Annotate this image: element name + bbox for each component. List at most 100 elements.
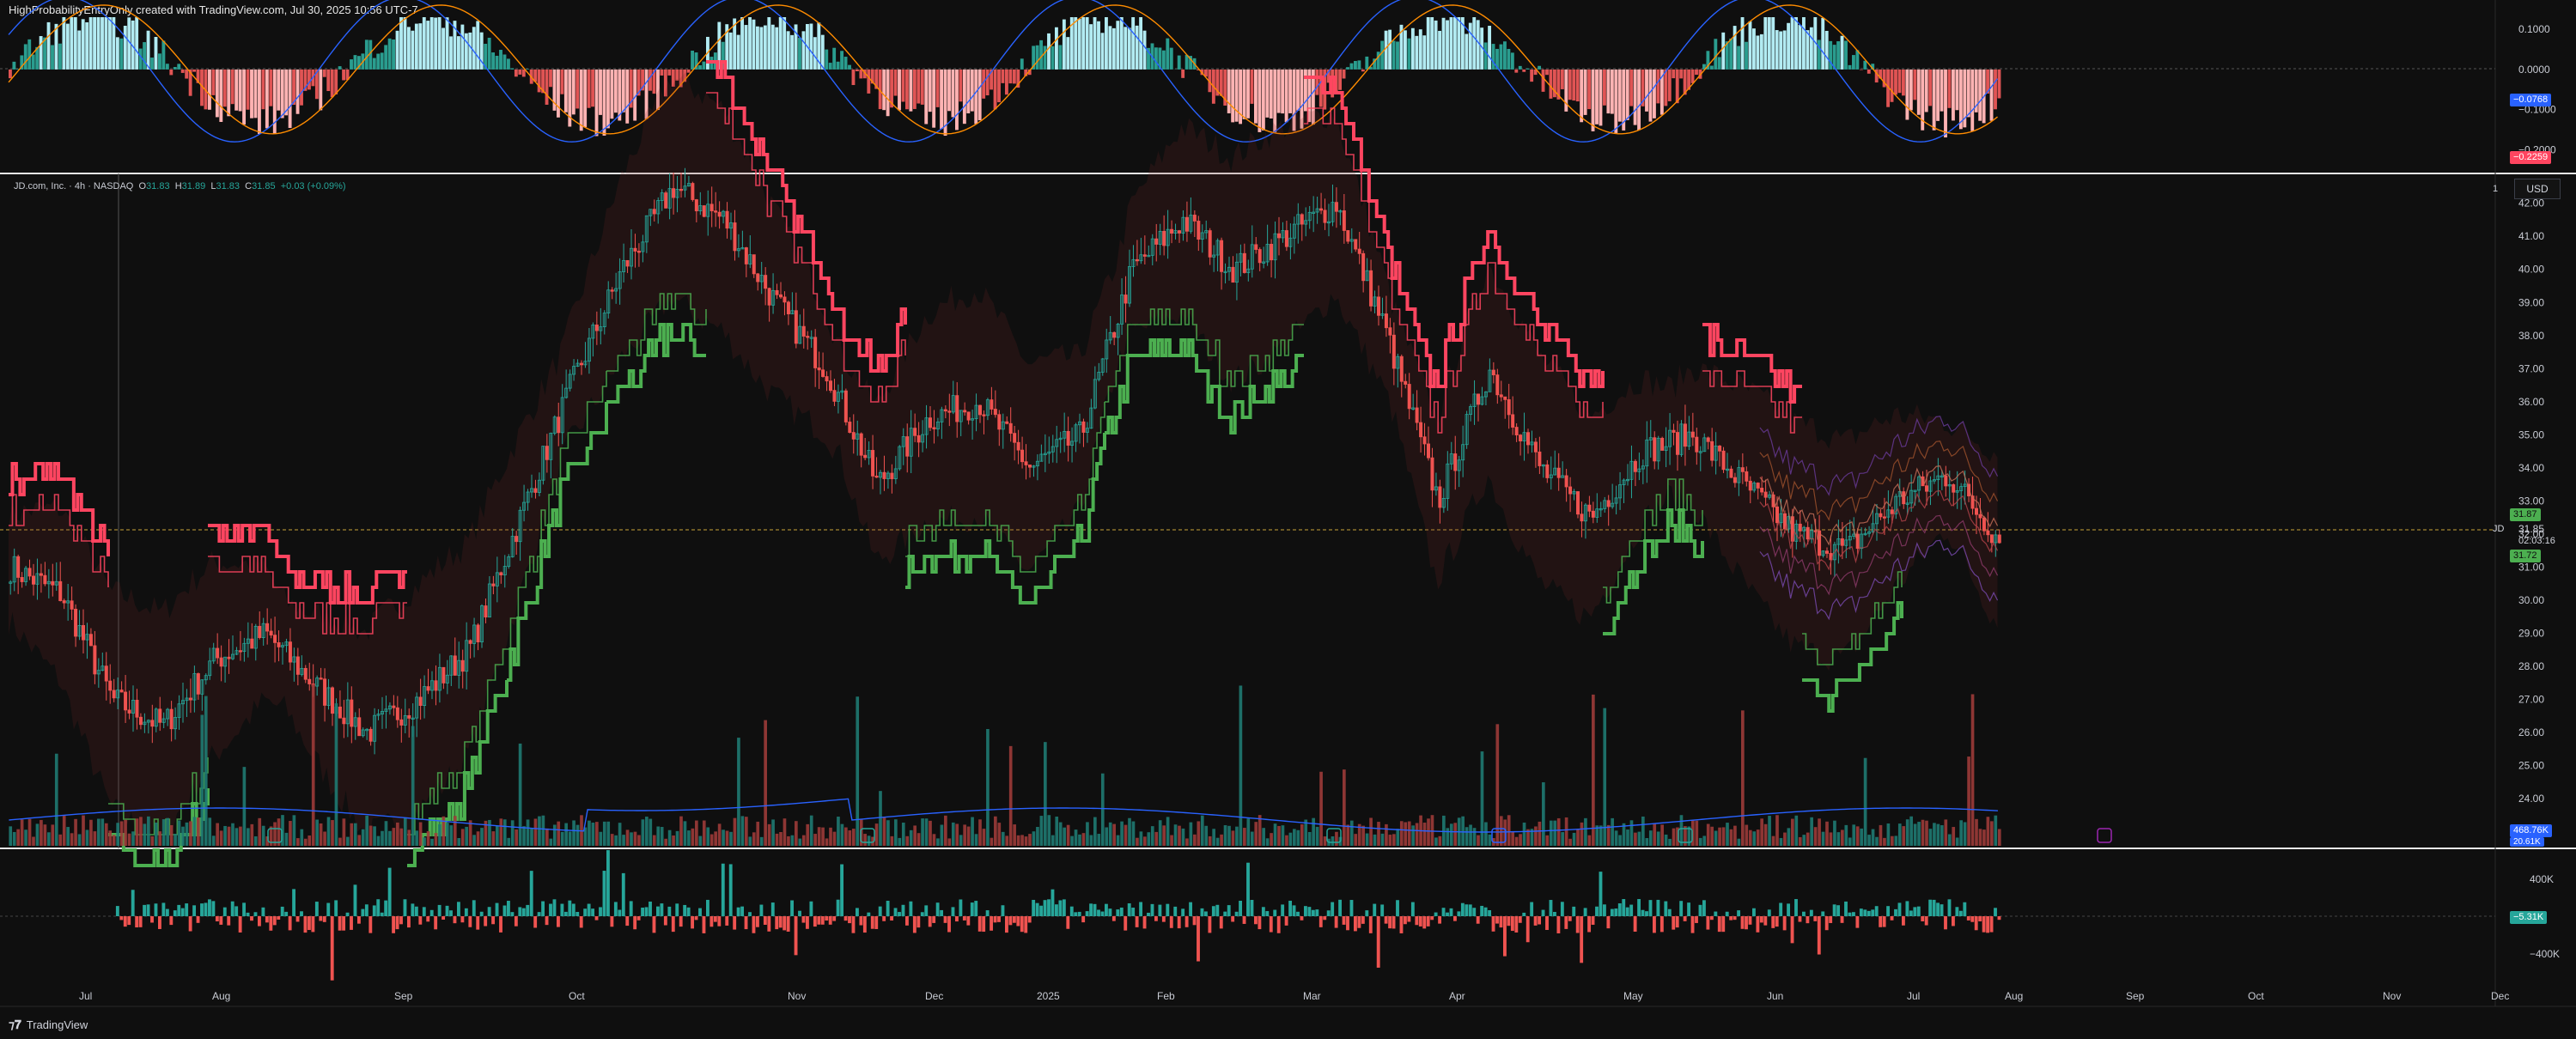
candle bbox=[1434, 486, 1438, 491]
volume-bar bbox=[1296, 829, 1300, 846]
candle bbox=[817, 368, 821, 371]
candle bbox=[1989, 534, 1994, 544]
candle bbox=[1763, 491, 1768, 498]
delta-bar bbox=[633, 916, 637, 930]
candle bbox=[1035, 460, 1039, 467]
volume-bar bbox=[480, 828, 484, 846]
volume-bar bbox=[446, 823, 449, 846]
oscillator-bar bbox=[1284, 69, 1288, 123]
delta-bar bbox=[610, 916, 614, 927]
currency-button[interactable]: USD bbox=[2514, 179, 2561, 199]
candle bbox=[1940, 475, 1944, 477]
oscillator-bar bbox=[1759, 33, 1763, 70]
volume-bar bbox=[825, 838, 829, 846]
oscillator-bar bbox=[350, 59, 353, 70]
volume-bar bbox=[97, 818, 100, 846]
delta-bar bbox=[429, 909, 434, 916]
trailing-stop-red bbox=[1404, 230, 1503, 388]
volume-bar bbox=[645, 817, 649, 846]
delta-bar bbox=[487, 907, 491, 916]
delta-bar bbox=[1476, 916, 1480, 924]
candle bbox=[1860, 533, 1864, 550]
delta-bar bbox=[663, 916, 667, 926]
delta-bar bbox=[211, 901, 216, 916]
candle bbox=[1270, 244, 1274, 261]
oscillator-bar bbox=[1296, 69, 1300, 111]
candle bbox=[1982, 517, 1986, 532]
delta-bar bbox=[1813, 916, 1818, 921]
oscillator-bar bbox=[1499, 44, 1503, 70]
candle bbox=[200, 679, 204, 695]
oscillator-bar bbox=[227, 69, 231, 117]
delta-bar bbox=[1656, 899, 1660, 916]
oscillator-bar bbox=[1093, 17, 1097, 70]
volume-bar bbox=[253, 835, 258, 846]
candle bbox=[1304, 220, 1308, 225]
volume-bar bbox=[1595, 825, 1599, 846]
volume-bar bbox=[1227, 825, 1231, 846]
volume-bar bbox=[698, 835, 703, 846]
oscillator-bar bbox=[338, 66, 342, 70]
inner-band-red bbox=[1404, 262, 1503, 434]
candle bbox=[1507, 398, 1511, 416]
delta-bar bbox=[154, 903, 158, 916]
volume-bar bbox=[1897, 823, 1902, 846]
oscillator-bar bbox=[1809, 27, 1813, 70]
volume-bar bbox=[197, 817, 200, 846]
candle bbox=[1668, 429, 1672, 447]
price-tick-label: 34.00 bbox=[2518, 462, 2544, 474]
volume-bar bbox=[538, 816, 541, 846]
oscillator-bar bbox=[928, 69, 932, 112]
delta-bar bbox=[204, 902, 208, 916]
oscillator-bar bbox=[560, 69, 564, 94]
oscillator-bar bbox=[387, 38, 392, 70]
delta-bar bbox=[667, 906, 672, 916]
delta-bar bbox=[403, 899, 407, 916]
candle bbox=[1690, 431, 1695, 438]
candle bbox=[1530, 441, 1534, 446]
delta-bar bbox=[1066, 916, 1070, 929]
oscillator-bar bbox=[1986, 69, 1990, 94]
volume-bar bbox=[1967, 756, 1970, 846]
time-tick-label: Aug bbox=[212, 990, 230, 1002]
candle bbox=[1606, 500, 1611, 507]
oscillator-bar bbox=[143, 42, 147, 70]
oscillator-bar bbox=[686, 69, 691, 73]
oscillator-bar bbox=[1480, 27, 1484, 70]
volume-bar bbox=[1239, 685, 1243, 846]
oscillator-bar bbox=[1518, 65, 1522, 70]
delta-bar bbox=[1016, 916, 1020, 927]
oscillator-bar bbox=[1488, 26, 1492, 70]
candle bbox=[138, 716, 143, 726]
volume-bar bbox=[1994, 815, 1998, 846]
volume-bar bbox=[844, 827, 848, 846]
volume-bar bbox=[856, 696, 860, 846]
delta-bar bbox=[1737, 910, 1741, 916]
delta-bar bbox=[1648, 900, 1653, 916]
delta-bar bbox=[1020, 916, 1024, 933]
candle bbox=[1648, 437, 1653, 441]
oscillator-bar bbox=[982, 69, 986, 99]
inner-band-red bbox=[208, 556, 308, 619]
volume-bar bbox=[476, 831, 480, 846]
oscillator-bar bbox=[898, 69, 901, 111]
oscillator-bar bbox=[912, 69, 917, 109]
volume-bar bbox=[338, 837, 342, 846]
delta-bar bbox=[200, 903, 204, 916]
oscillator-bar bbox=[1771, 17, 1775, 70]
volume-bar bbox=[1553, 820, 1557, 846]
candle bbox=[1380, 313, 1385, 316]
volume-bar bbox=[806, 823, 810, 846]
volume-bar bbox=[484, 820, 488, 846]
delta-bar bbox=[1966, 916, 1970, 921]
volume-bar bbox=[365, 815, 368, 846]
candle bbox=[622, 259, 626, 272]
volume-bar bbox=[1495, 724, 1500, 846]
delta-bar bbox=[453, 916, 457, 924]
delta-bar bbox=[851, 916, 856, 933]
legend-o-label: O bbox=[138, 181, 147, 191]
delta-bar bbox=[1989, 916, 1994, 933]
candle bbox=[1614, 497, 1618, 504]
delta-bar bbox=[234, 906, 239, 916]
